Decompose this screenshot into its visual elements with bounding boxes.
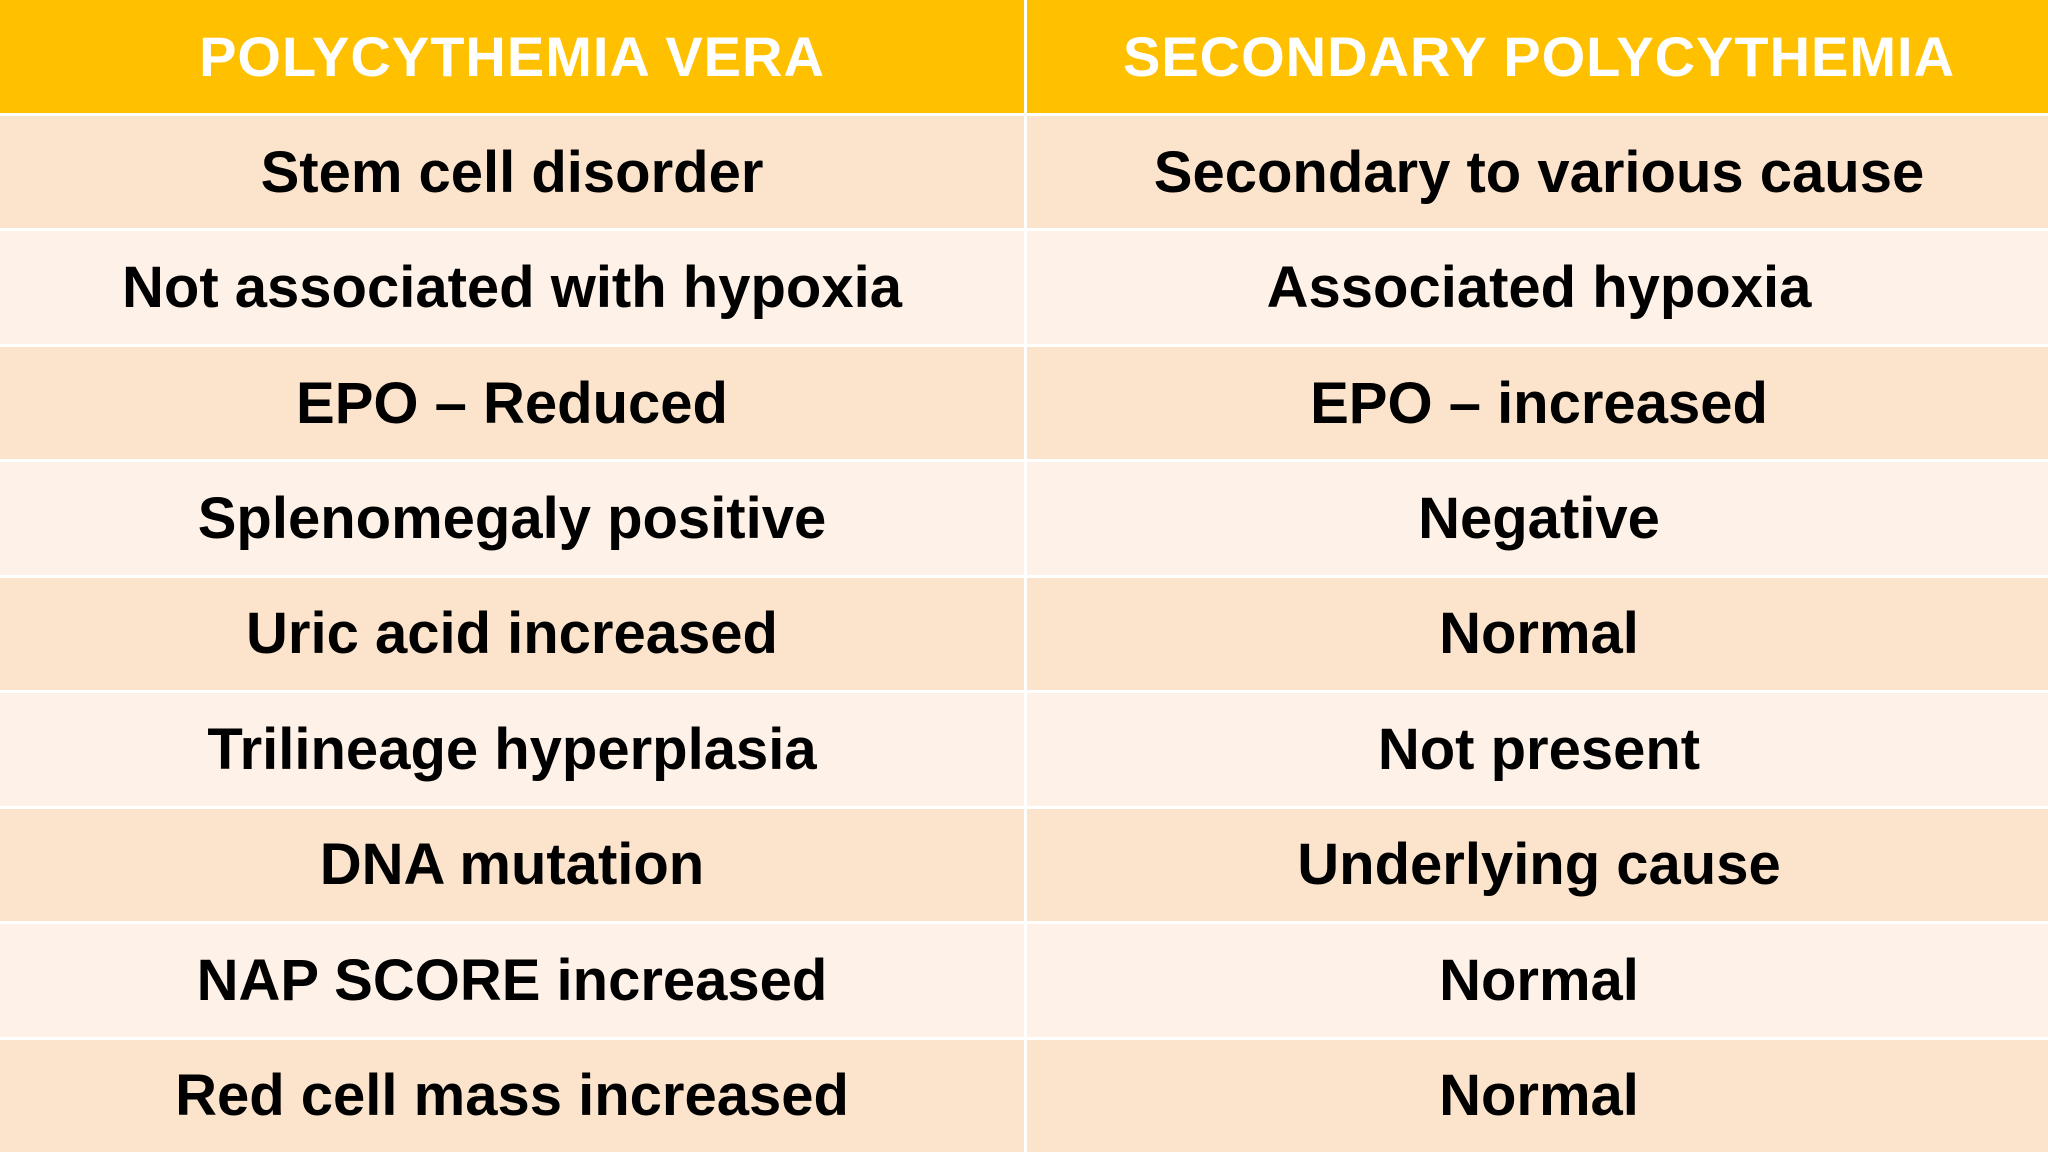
cell-sp-row-3: EPO – increased — [1027, 346, 2048, 460]
cell-sp-row-2: Associated hypoxia — [1027, 231, 2048, 344]
cell-pv-row-8: NAP SCORE increased — [0, 924, 1024, 1037]
cell-pv-row-2: Not associated with hypoxia — [0, 231, 1024, 344]
cell-sp-row-6: Not present — [1027, 693, 2048, 806]
cell-pv-row-5: Uric acid increased — [0, 577, 1024, 691]
cell-pv-row-9: Red cell mass increased — [0, 1039, 1024, 1152]
cell-pv-row-1: Stem cell disorder — [0, 116, 1024, 229]
cell-pv-row-3: EPO – Reduced — [0, 346, 1024, 460]
cell-sp-row-8: Normal — [1027, 924, 2048, 1037]
cell-pv-row-4: Splenomegaly positive — [0, 462, 1024, 575]
header-secondary-polycythemia: SECONDARY POLYCYTHEMIA — [1027, 0, 2048, 113]
cell-pv-row-6: Trilineage hyperplasia — [0, 693, 1024, 806]
cell-sp-row-9: Normal — [1027, 1039, 2048, 1152]
cell-sp-row-4: Negative — [1027, 462, 2048, 575]
header-polycythemia-vera: POLYCYTHEMIA VERA — [0, 0, 1024, 113]
cell-sp-row-5: Normal — [1027, 577, 2048, 691]
cell-pv-row-7: DNA mutation — [0, 808, 1024, 922]
cell-sp-row-1: Secondary to various cause — [1027, 116, 2048, 229]
cell-sp-row-7: Underlying cause — [1027, 808, 2048, 922]
